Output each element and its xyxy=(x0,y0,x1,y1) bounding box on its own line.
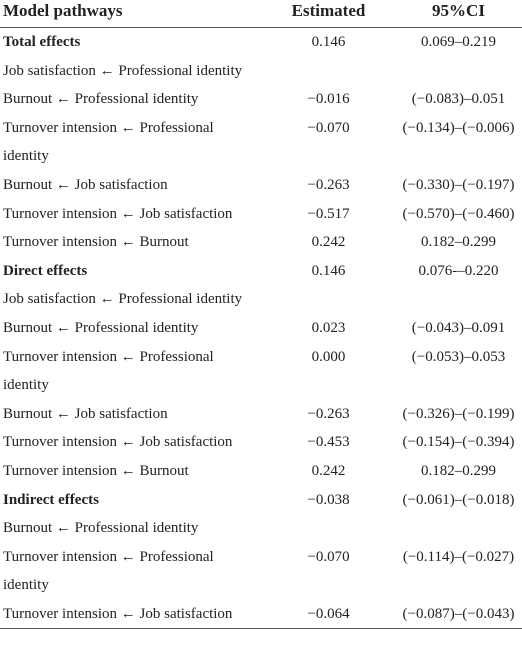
estimate-cell: −0.016 xyxy=(307,91,350,108)
section-row: Direct effects 0.146 0.076-–0.220 xyxy=(0,257,522,286)
pathway-cell: Turnover intension ← Professional identi… xyxy=(3,348,214,394)
ci-cell: 0.182–0.299 xyxy=(421,234,496,251)
pathway-row: Turnover intension ← Job satisfaction −0.… xyxy=(0,428,522,457)
header-row: Model pathways Estimated 95%CI xyxy=(0,0,522,28)
pathway-row: Burnout ← Professional identity 0.023 (−0.… xyxy=(0,314,522,343)
pathway-row: Burnout ← Professional identity −0.016 (−0… xyxy=(0,85,522,114)
ci-cell: 0.076-–0.220 xyxy=(418,262,499,279)
pathway-row: Turnover intension ← Burnout 0.242 0.182–0… xyxy=(0,228,522,257)
pathway-cell: Turnover intension ← Job satisfaction xyxy=(0,599,262,630)
estimate-cell: −0.070 xyxy=(307,548,350,565)
table-header: Model pathways Estimated 95%CI xyxy=(0,0,522,28)
header-cell: Estimated xyxy=(262,0,395,28)
estimate-cell: −0.263 xyxy=(307,405,350,422)
pathway-row: Turnover intension ← Professional identi… xyxy=(0,114,522,171)
estimate-cell: −0.517 xyxy=(307,205,350,222)
estimate-cell: −0.070 xyxy=(307,119,350,136)
section-row: Indirect effects −0.038 (−0.061)–(−0.018) xyxy=(0,486,522,515)
pathway-row: Job satisfaction ← Professional identity xyxy=(0,285,522,314)
estimate-cell: −0.038 xyxy=(307,491,350,508)
pathway-row: Burnout ← Professional identity xyxy=(0,514,522,543)
estimate-cell xyxy=(262,514,395,543)
ci-cell: (−0.154)–(−0.394) xyxy=(402,434,515,451)
estimate-cell xyxy=(262,57,395,86)
ci-cell: (−0.570)–(−0.460) xyxy=(402,205,515,222)
pathway-cell: Burnout ← Professional identity xyxy=(3,319,199,336)
pathway-row: Turnover intension ← Burnout 0.242 0.182–0… xyxy=(0,457,522,486)
estimate-cell: 0.146 xyxy=(311,34,346,50)
estimate-cell: 0.000 xyxy=(311,348,346,365)
pathway-row: Burnout ← Job satisfaction −0.263 (−0.330)… xyxy=(0,171,522,200)
estimate-cell: −0.263 xyxy=(307,176,350,193)
ci-cell: (−0.053)–0.053 xyxy=(411,348,506,365)
header-cell: Model pathways xyxy=(0,0,262,28)
pathway-row: Turnover intension ← Job satisfaction −0.… xyxy=(0,599,522,630)
estimate-cell xyxy=(262,285,395,314)
ci-cell xyxy=(395,285,522,314)
pathway-row: Burnout ← Job satisfaction −0.263 (−0.326)… xyxy=(0,400,522,429)
pathway-row: Job satisfaction ← Professional identity xyxy=(0,57,522,86)
pathway-cell: Job satisfaction ← Professional identity xyxy=(3,291,243,308)
pathway-cell: Turnover intension ← Job satisfaction xyxy=(3,205,233,222)
results-table: Model pathways Estimated 95%CI Total eff… xyxy=(0,0,522,630)
estimate-cell: 0.242 xyxy=(311,462,346,479)
ci-cell: (−0.087)–(−0.043) xyxy=(395,599,522,630)
ci-cell: (−0.330)–(−0.197) xyxy=(402,176,515,193)
ci-cell xyxy=(395,57,522,86)
section-title: Total effects xyxy=(3,34,81,50)
section-title: Indirect effects xyxy=(3,491,99,508)
pathway-row: Turnover intension ← Job satisfaction −0.… xyxy=(0,200,522,229)
estimate-cell: −0.453 xyxy=(307,434,350,451)
pathway-cell: Turnover intension ← Burnout xyxy=(3,234,189,251)
pathway-cell: Turnover intension ← Job satisfaction xyxy=(3,434,233,451)
pathway-cell: Burnout ← Job satisfaction xyxy=(3,176,168,193)
ci-cell: (−0.326)–(−0.199) xyxy=(402,405,515,422)
ci-cell: (−0.114)–(−0.027) xyxy=(402,548,515,565)
estimate-cell: −0.064 xyxy=(262,599,395,630)
ci-cell: (−0.134)–(−0.006) xyxy=(402,119,515,136)
pathway-cell: Burnout ← Job satisfaction xyxy=(3,405,168,422)
ci-cell: (−0.061)–(−0.018) xyxy=(402,491,515,508)
pathway-cell: Burnout ← Professional identity xyxy=(3,91,199,108)
pathway-cell: Turnover intension ← Professional identi… xyxy=(3,119,214,165)
ci-cell: (−0.083)–0.051 xyxy=(411,91,506,108)
pathway-cell: Burnout ← Professional identity xyxy=(3,520,199,537)
table-body: Total effects 0.146 0.069–0.219 Job satisfa… xyxy=(0,28,522,630)
estimate-cell: 0.242 xyxy=(311,234,346,251)
header-cell: 95%CI xyxy=(395,0,522,28)
ci-cell xyxy=(395,514,522,543)
ci-cell: (−0.043)–0.091 xyxy=(411,319,506,336)
pathway-cell: Job satisfaction ← Professional identity xyxy=(3,62,243,79)
pathway-cell: Turnover intension ← Burnout xyxy=(3,462,189,479)
estimate-cell: 0.146 xyxy=(311,262,346,279)
ci-cell: 0.069–0.219 xyxy=(421,34,496,50)
section-title: Direct effects xyxy=(3,262,88,279)
estimate-cell: 0.023 xyxy=(311,319,346,336)
pathway-cell: Turnover intension ← Professional identi… xyxy=(3,548,214,594)
ci-cell: 0.182–0.299 xyxy=(421,462,496,479)
pathway-row: Turnover intension ← Professional identi… xyxy=(0,343,522,400)
section-row: Total effects 0.146 0.069–0.219 xyxy=(0,28,522,57)
pathway-row: Turnover intension ← Professional identi… xyxy=(0,543,522,600)
